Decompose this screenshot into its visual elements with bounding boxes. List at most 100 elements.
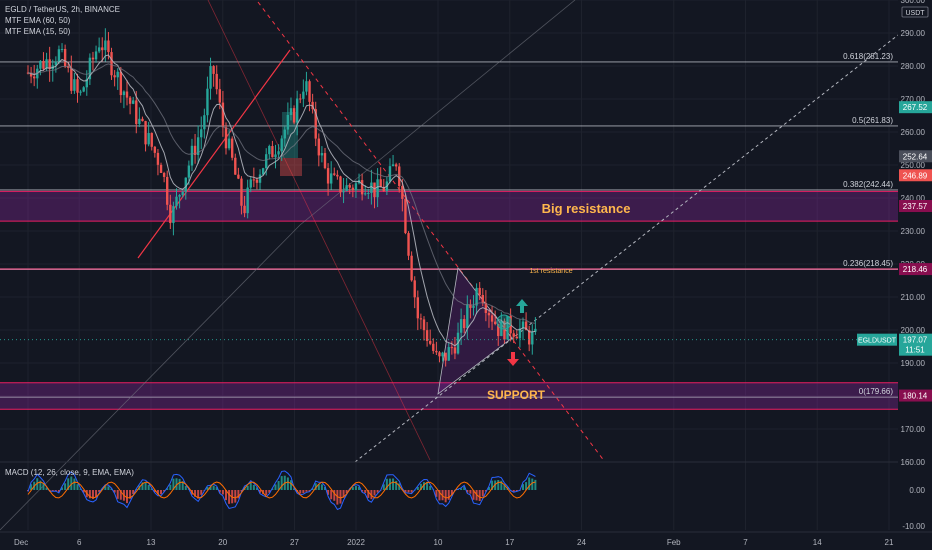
candle-body <box>280 138 283 152</box>
macd-bar <box>289 480 292 490</box>
price-label: 246.89 <box>903 171 928 180</box>
ema-fast-line <box>27 54 536 347</box>
macd-tick: 0.00 <box>909 486 925 495</box>
price-tick: 240.00 <box>901 194 926 203</box>
candle-body <box>398 166 401 187</box>
up-arrow-icon <box>516 299 528 313</box>
macd-bar <box>525 482 528 490</box>
candle-body <box>388 166 392 182</box>
candle-body <box>339 176 342 193</box>
time-tick: Feb <box>667 538 681 547</box>
candle-body <box>206 88 209 116</box>
macd-bar <box>382 484 385 490</box>
macd-bar <box>491 480 494 490</box>
price-label: 252.64 <box>903 152 928 161</box>
time-tick: Dec <box>14 538 28 547</box>
macd-bar <box>469 490 472 494</box>
candle-body <box>487 312 491 316</box>
candle-body <box>360 180 364 195</box>
ema-15-indicator[interactable]: MTF EMA (15, 50) <box>5 27 71 36</box>
candle-body <box>215 73 218 90</box>
price-axis[interactable]: 300.00 290.00 280.00 270.00 260.00 250.00 240.… <box>857 0 932 531</box>
candle-body <box>302 91 305 99</box>
candle-body <box>76 79 79 93</box>
candle-body <box>135 100 138 125</box>
candle-body <box>203 115 206 130</box>
candle-body <box>292 108 296 123</box>
macd-bar <box>308 490 311 492</box>
macd-bar <box>367 490 370 498</box>
macd-bar <box>194 490 197 497</box>
macd-bar <box>153 490 156 493</box>
candle-body <box>503 320 506 340</box>
macd-bar <box>163 490 166 492</box>
macd-bar <box>57 490 60 493</box>
candle-body <box>376 179 379 198</box>
candle-body <box>348 185 351 188</box>
candle-body <box>190 145 194 166</box>
currency-label: USDT <box>905 10 925 17</box>
fib-label: 0(179.66) <box>859 387 894 396</box>
macd-bar <box>184 485 187 490</box>
ema-60-indicator[interactable]: MTF EMA (60, 50) <box>5 16 71 25</box>
candle-body <box>237 174 240 179</box>
highlight-box <box>280 158 302 176</box>
macd-bar <box>373 490 376 496</box>
candle-body <box>101 47 104 51</box>
signal-line <box>27 481 536 499</box>
macd-bar <box>45 487 48 490</box>
macd-bar <box>463 486 466 490</box>
candle-body <box>255 179 259 183</box>
candle-body <box>283 129 286 139</box>
macd-bar <box>249 483 252 490</box>
candle-body <box>475 287 478 306</box>
macd-bar <box>215 487 218 490</box>
macd-bar <box>358 486 361 490</box>
candle-body <box>32 76 36 79</box>
candle-body <box>289 108 293 115</box>
macd-bar <box>302 490 305 494</box>
candle-body <box>162 172 166 177</box>
time-tick: 14 <box>813 538 822 547</box>
candle-body <box>394 164 398 167</box>
candle-body <box>258 174 262 183</box>
macd-bar <box>376 490 379 493</box>
macd-bar <box>416 486 419 490</box>
candle-body <box>432 343 435 351</box>
macd-bar <box>129 490 132 499</box>
macd-bar <box>460 488 463 490</box>
candle-body <box>230 138 234 158</box>
macd-bar <box>404 490 407 493</box>
macd-bar <box>30 484 33 490</box>
macd-bar <box>156 490 159 495</box>
channel-line <box>207 0 431 461</box>
candle-body <box>125 91 129 98</box>
macd-bar <box>218 490 221 493</box>
candle-body <box>333 173 336 175</box>
candle-body <box>252 179 256 181</box>
candle-body <box>490 315 494 322</box>
price-tick: 170.00 <box>901 425 926 434</box>
macd-bar <box>395 480 398 490</box>
macd-bar <box>126 490 128 504</box>
macd-bar <box>410 490 413 493</box>
price-tick: 230.00 <box>901 227 926 236</box>
macd-bar <box>497 480 500 490</box>
candle-body <box>153 146 157 153</box>
macd-bar <box>147 484 150 490</box>
macd-legend[interactable]: MACD (12, 26, close, 9, EMA, EMA) <box>5 468 134 477</box>
symbol-title[interactable]: EGLD / TetherUS, 2h, BINANCE <box>5 5 121 14</box>
macd-bar <box>534 479 537 490</box>
macd-bar <box>280 476 283 490</box>
macd-bar <box>487 487 490 490</box>
support-label: SUPPORT <box>487 388 546 402</box>
candle-body <box>524 321 528 331</box>
macd-bar <box>370 490 373 500</box>
macd-bar <box>172 478 175 490</box>
macd-bar <box>73 478 76 490</box>
price-label-box <box>899 263 932 276</box>
candle-body <box>323 153 327 169</box>
time-axis[interactable]: Dec 6 13 20 27 2022 10 17 24 Feb 7 14 21 <box>0 531 932 547</box>
candle-body <box>60 48 64 50</box>
